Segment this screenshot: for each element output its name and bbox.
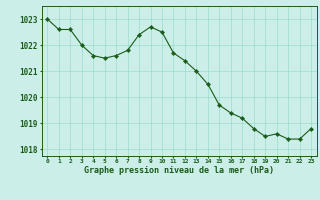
X-axis label: Graphe pression niveau de la mer (hPa): Graphe pression niveau de la mer (hPa) xyxy=(84,166,274,175)
